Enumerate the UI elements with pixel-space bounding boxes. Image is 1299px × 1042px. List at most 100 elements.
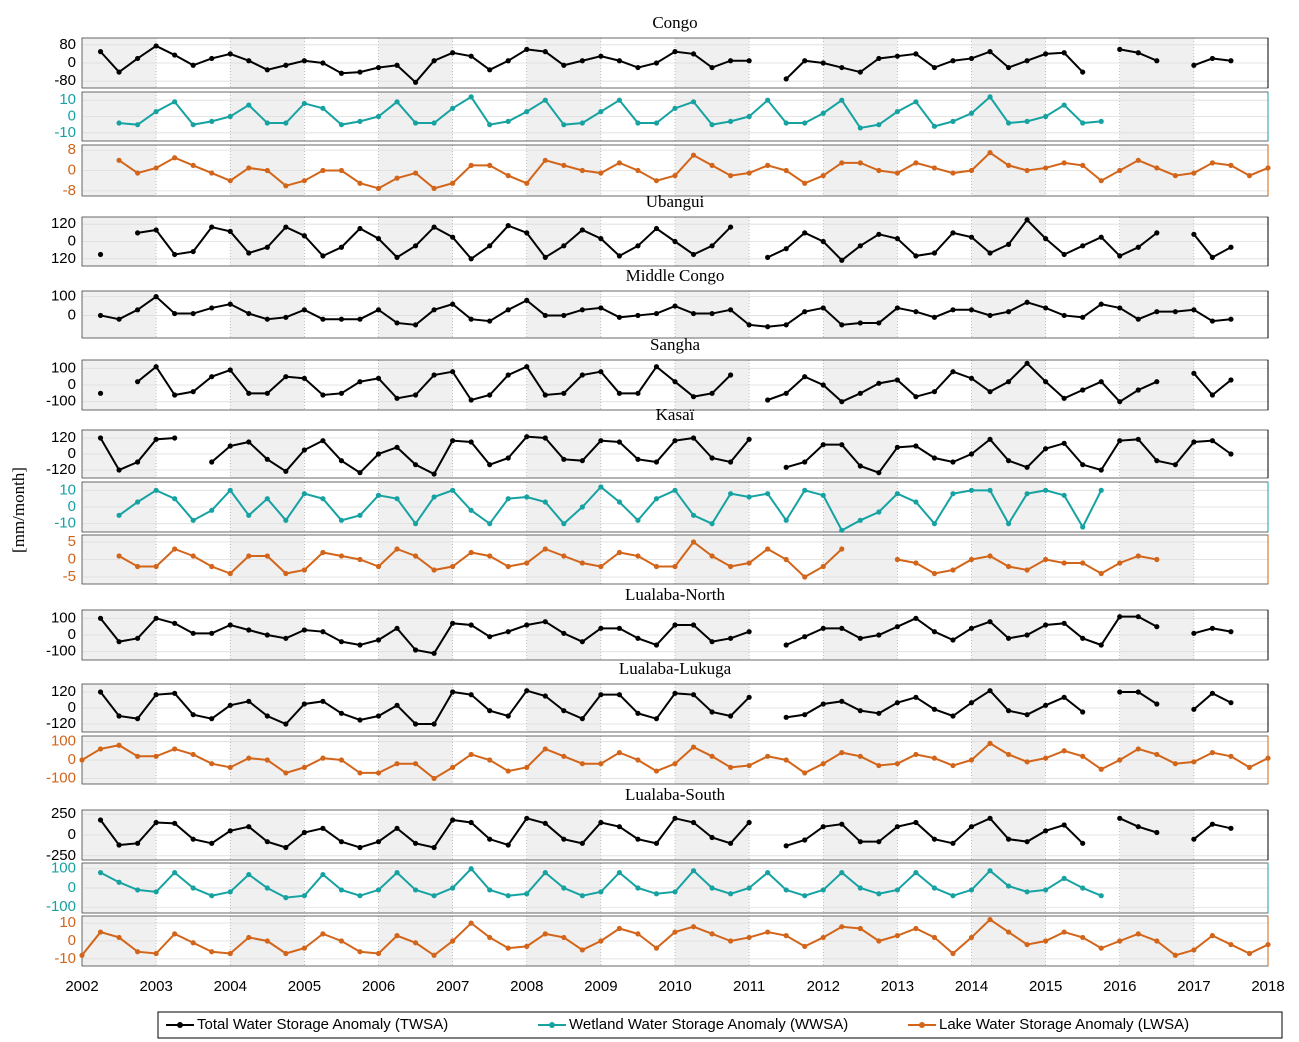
data-point xyxy=(931,521,938,527)
data-point xyxy=(338,553,345,559)
data-point xyxy=(172,820,178,826)
data-point xyxy=(561,934,567,941)
data-point xyxy=(320,755,326,761)
data-point xyxy=(134,459,141,465)
data-point xyxy=(876,122,882,128)
data-point xyxy=(487,757,493,763)
data-point xyxy=(1080,243,1086,249)
data-point xyxy=(931,934,938,941)
x-tick-label: 2002 xyxy=(65,978,98,995)
data-point xyxy=(931,885,938,891)
data-point xyxy=(450,764,456,770)
data-point xyxy=(1005,458,1012,464)
y-axis-label: [mm/month] xyxy=(9,467,28,553)
data-point xyxy=(690,251,697,258)
data-point xyxy=(412,322,419,328)
data-point xyxy=(468,751,474,758)
data-point xyxy=(616,439,623,445)
data-point xyxy=(264,390,270,396)
data-point xyxy=(450,180,456,186)
data-point xyxy=(561,312,567,319)
data-point xyxy=(450,817,456,823)
data-point xyxy=(894,444,900,450)
data-point xyxy=(746,885,752,891)
data-point xyxy=(894,377,900,383)
data-point xyxy=(394,546,400,552)
data-point xyxy=(616,549,623,556)
data-point xyxy=(1024,839,1030,845)
data-point xyxy=(857,885,863,891)
data-point xyxy=(338,167,345,174)
data-point xyxy=(635,553,641,559)
data-point xyxy=(1154,230,1160,236)
data-point xyxy=(246,824,252,830)
data-point xyxy=(579,716,585,722)
data-point xyxy=(375,713,382,719)
y-tick-label: -8 xyxy=(63,182,76,199)
data-point xyxy=(653,891,660,897)
data-point xyxy=(264,244,270,250)
data-point xyxy=(987,436,993,442)
data-point xyxy=(1061,160,1067,166)
data-point xyxy=(727,563,734,570)
data-point xyxy=(1098,301,1104,307)
data-point xyxy=(431,224,437,230)
data-point xyxy=(802,943,808,949)
data-point xyxy=(116,879,122,885)
data-point xyxy=(950,230,956,236)
data-point xyxy=(802,634,808,640)
series-line xyxy=(118,540,843,579)
data-point xyxy=(1117,167,1123,174)
data-point xyxy=(431,721,437,727)
data-point xyxy=(190,389,196,395)
data-point xyxy=(579,307,585,313)
data-point xyxy=(1061,822,1067,828)
data-point xyxy=(1209,933,1216,939)
data-point xyxy=(1005,751,1012,758)
legend-label: Wetland Water Storage Anomaly (WWSA) xyxy=(569,1016,848,1033)
data-point xyxy=(97,312,104,319)
data-point xyxy=(394,99,400,105)
data-point xyxy=(598,305,604,311)
data-point xyxy=(820,492,826,498)
data-point xyxy=(431,120,437,126)
x-tick-label: 2016 xyxy=(1103,978,1136,995)
data-point xyxy=(357,512,363,518)
data-point xyxy=(431,952,437,958)
data-point xyxy=(209,563,215,570)
data-point xyxy=(672,438,678,444)
data-point xyxy=(987,150,993,156)
data-point xyxy=(839,399,845,405)
data-point xyxy=(913,925,919,932)
series-line xyxy=(767,361,1158,403)
data-point xyxy=(1061,492,1067,498)
x-tick-label: 2015 xyxy=(1029,978,1062,995)
data-point xyxy=(283,844,289,851)
data-point xyxy=(134,840,141,846)
data-point xyxy=(1228,316,1234,322)
data-point xyxy=(468,549,474,556)
data-point xyxy=(116,69,122,75)
data-point xyxy=(172,690,178,696)
data-point xyxy=(468,53,474,59)
x-tick-label: 2013 xyxy=(881,978,914,995)
data-point xyxy=(1154,624,1160,630)
data-point xyxy=(1080,635,1086,641)
data-point xyxy=(746,694,752,700)
y-tick-label: 80 xyxy=(59,36,76,53)
data-point xyxy=(690,394,697,400)
data-point xyxy=(1024,712,1030,718)
data-point xyxy=(1080,387,1086,393)
data-point xyxy=(746,934,752,941)
data-point xyxy=(616,625,623,631)
data-point xyxy=(412,79,419,85)
data-point xyxy=(598,761,604,767)
data-point xyxy=(357,316,363,322)
x-tick-label: 2003 xyxy=(139,978,172,995)
data-point xyxy=(79,952,85,958)
data-point xyxy=(802,712,808,718)
data-point xyxy=(672,173,678,179)
data-point xyxy=(913,694,919,700)
year-shade xyxy=(971,291,1046,338)
data-point xyxy=(283,314,289,320)
